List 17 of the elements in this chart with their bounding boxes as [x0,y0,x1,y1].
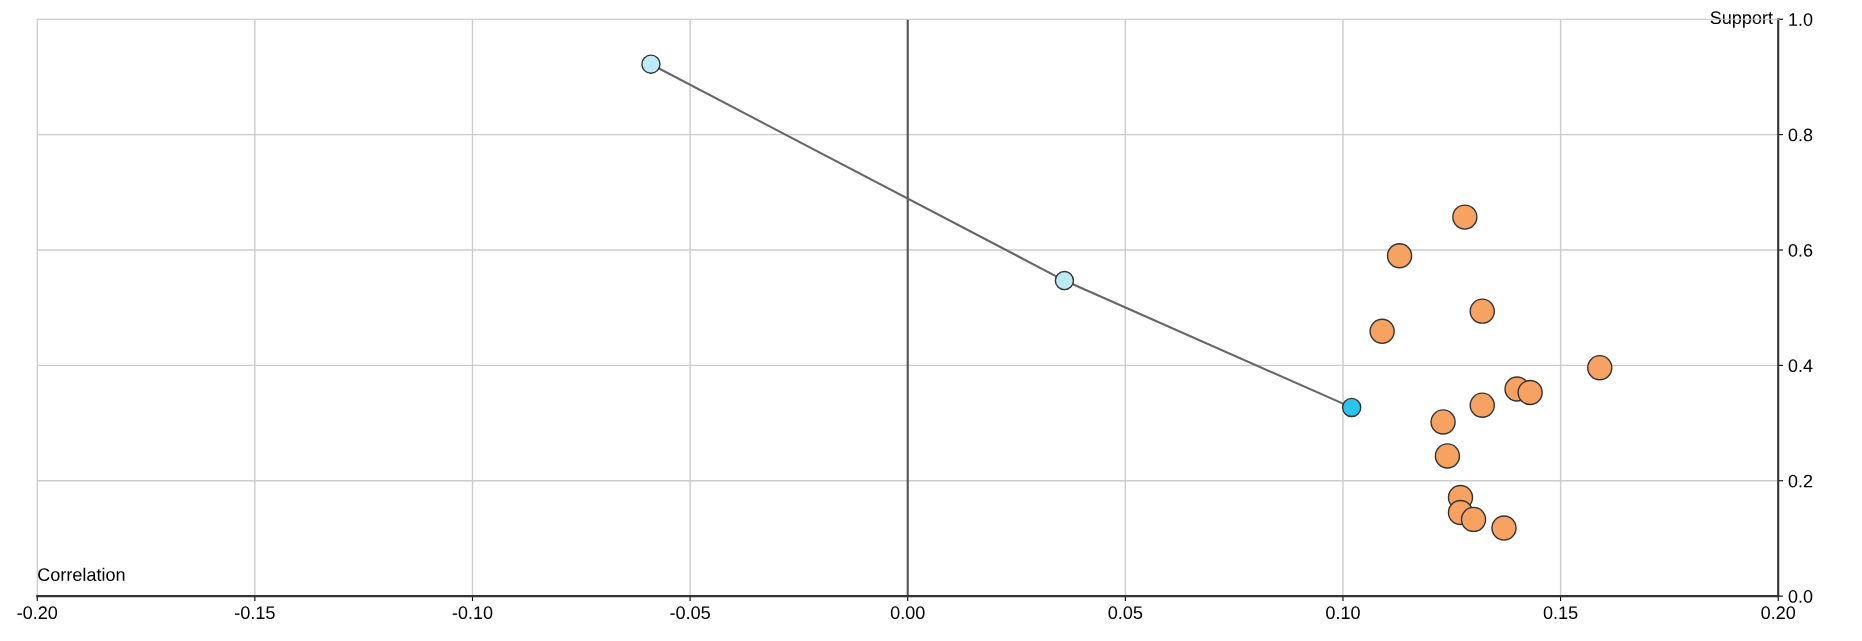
x-tick-label: 0.00 [890,606,925,620]
y-tick-label: 0.0 [1788,590,1813,603]
x-axis-title: Correlation [38,567,125,582]
x-tick-label: 0.20 [1761,606,1796,620]
y-tick-label: 0.2 [1788,474,1813,488]
x-tick-label: 0.15 [1543,606,1578,620]
x-tick-label: 0.05 [1108,606,1143,620]
x-tick-label: 0.10 [1326,606,1360,620]
x-tick-label: -0.20 [17,606,58,620]
y-tick-label: 0.4 [1788,359,1813,373]
x-tick-label: -0.15 [235,606,275,620]
x-tick-label: -0.10 [452,606,493,620]
x-tick-label: -0.05 [670,606,710,620]
y-axis-title: Support [1710,11,1773,28]
y-tick-label: 1.0 [1789,13,1813,26]
y-tick-label: 0.6 [1788,243,1813,257]
y-tick-label: 0.8 [1788,128,1813,142]
